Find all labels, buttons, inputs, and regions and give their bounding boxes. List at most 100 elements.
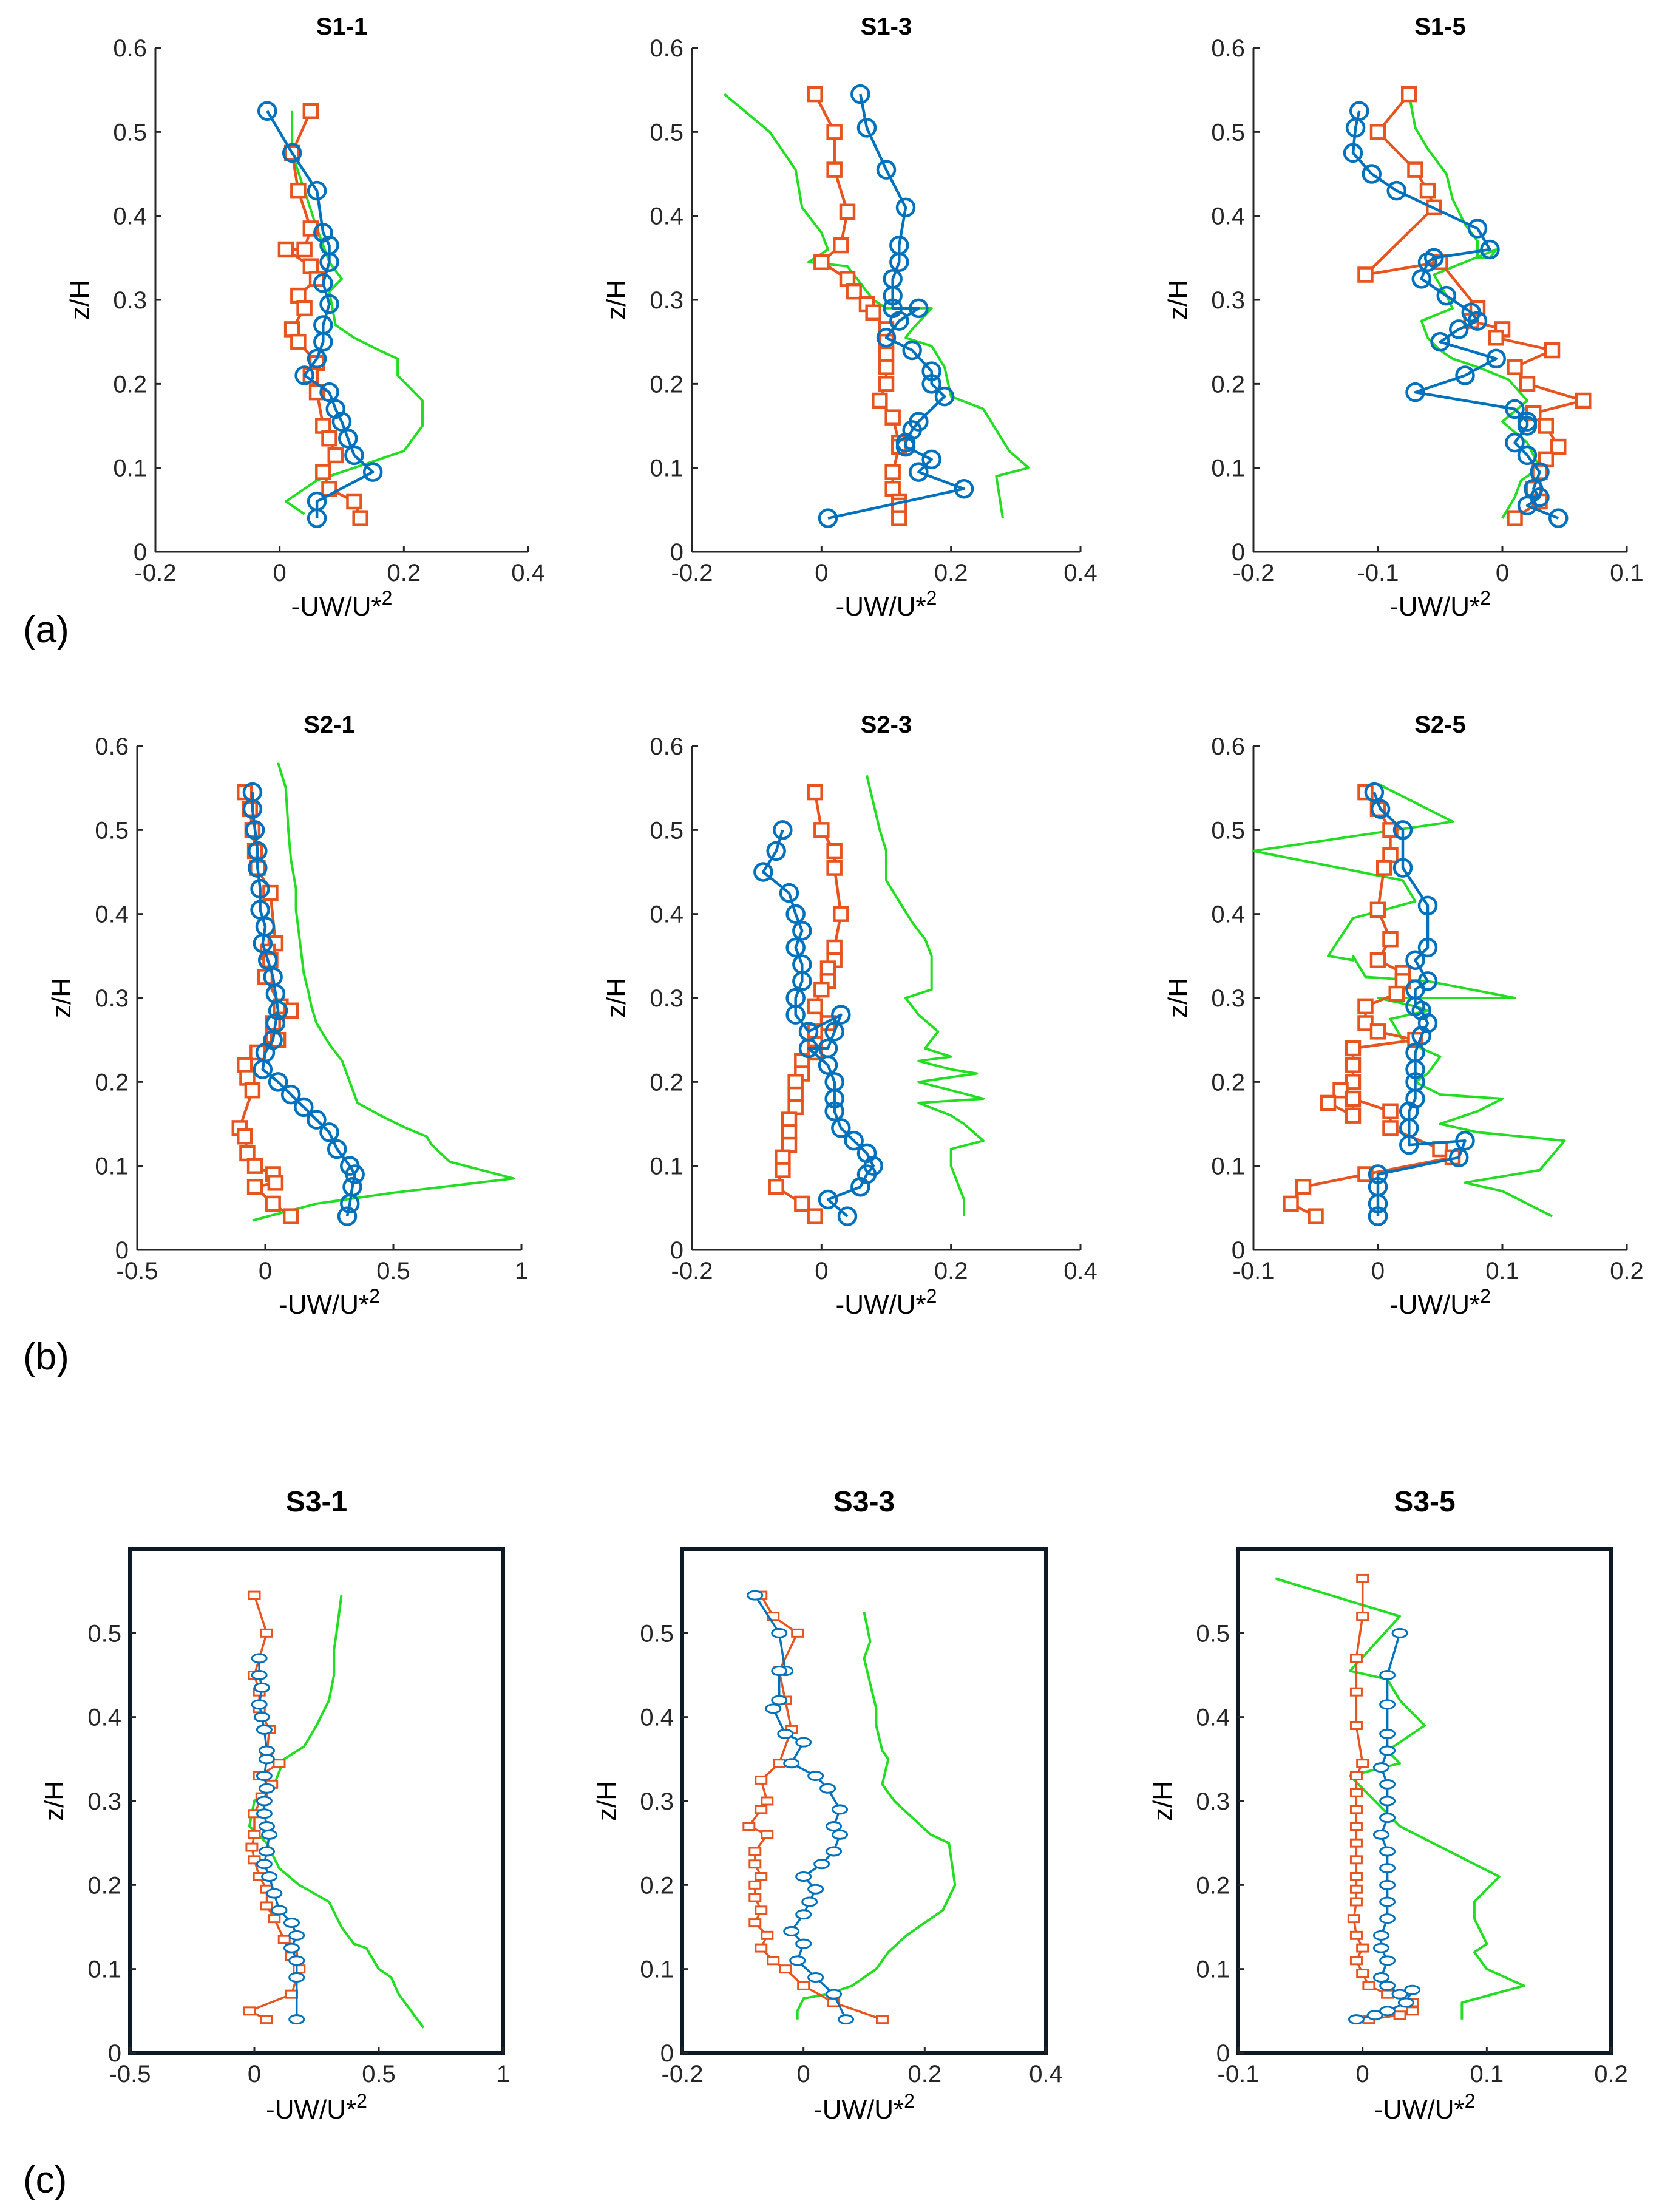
data-point: [1392, 858, 1413, 878]
y-tick-label: 0.2: [95, 1069, 129, 1096]
data-point: [826, 1846, 843, 1857]
y-axis-label: z/H: [39, 1781, 69, 1821]
y-tick-label: 0.6: [1211, 733, 1245, 760]
y-tick-label: 0.3: [1196, 1788, 1230, 1815]
data-point: [1368, 1193, 1388, 1214]
x-tick-label: 1: [497, 2061, 510, 2088]
data-point: [1455, 1130, 1475, 1151]
x-tick-label: 0.2: [934, 1258, 968, 1284]
y-tick-label: 0.5: [95, 817, 129, 844]
chart-s2-1: -0.5 0 0.5 100.10.20.30.40.50.6S2-1-UW/U*2z…: [47, 711, 528, 1320]
data-point: [824, 1088, 844, 1109]
data-point: [1488, 330, 1504, 346]
data-point: [826, 161, 843, 178]
series-green-line: [248, 1595, 425, 2029]
data-point: [1379, 1728, 1396, 1739]
data-point: [1376, 860, 1392, 876]
data-point: [761, 1830, 774, 1839]
series-line: [284, 110, 424, 515]
data-point: [765, 1703, 782, 1714]
data-point: [1343, 143, 1363, 163]
data-point: [1369, 124, 1386, 140]
data-point: [1369, 952, 1386, 968]
data-point: [277, 1935, 291, 1944]
x-axis-label: -UW/U*2: [279, 1285, 380, 1320]
x-tick-label: -0.1: [1357, 560, 1399, 586]
data-point: [1345, 1090, 1362, 1107]
data-point: [1417, 895, 1438, 916]
data-point: [1417, 937, 1438, 958]
data-point: [1349, 1838, 1363, 1848]
y-axis-label: z/H: [65, 280, 95, 320]
data-point: [766, 841, 786, 861]
data-point: [909, 462, 929, 482]
data-point: [248, 1830, 261, 1839]
data-point: [1379, 1913, 1396, 1924]
data-point: [755, 1805, 768, 1814]
x-axis-label: -UW/U*2: [291, 587, 393, 622]
data-point: [884, 409, 901, 426]
data-point: [1372, 1930, 1389, 1941]
data-point: [1357, 266, 1374, 283]
data-point: [1349, 1721, 1363, 1730]
data-point: [1369, 1023, 1386, 1040]
data-point: [755, 1775, 768, 1785]
data-point: [789, 1955, 806, 1966]
data-point: [319, 252, 339, 272]
data-point: [268, 1914, 281, 1924]
data-point: [288, 1972, 305, 1983]
y-tick-label: 0.2: [650, 371, 683, 398]
data-point: [337, 1206, 358, 1226]
data-point: [921, 361, 941, 381]
chart-title: S1-1: [316, 13, 368, 40]
data-point: [282, 1208, 299, 1224]
data-point: [1349, 1822, 1363, 1831]
series-blue-circles: [753, 820, 883, 1226]
x-tick-label: 0: [1371, 1258, 1385, 1284]
data-point: [826, 124, 843, 140]
data-point: [267, 1175, 284, 1191]
data-point: [832, 1829, 849, 1840]
data-point: [340, 1193, 360, 1214]
series-blue-circles: [1364, 782, 1475, 1226]
y-tick-label: 0.1: [95, 1153, 129, 1180]
data-point: [352, 510, 368, 526]
data-point: [1348, 2014, 1365, 2025]
data-point: [1486, 348, 1506, 369]
data-point: [767, 1956, 780, 1966]
data-point: [1349, 1687, 1363, 1697]
data-point: [818, 1055, 838, 1075]
y-tick-label: 0.3: [87, 1788, 121, 1815]
series-line: [252, 762, 515, 1222]
data-point: [293, 1964, 306, 1974]
series-orange-squares: [1283, 784, 1461, 1224]
data-point: [307, 348, 327, 369]
data-point: [1548, 508, 1569, 528]
data-point: [250, 878, 270, 899]
data-point: [875, 2015, 889, 2024]
y-tick-label: 0: [1232, 539, 1245, 566]
data-point: [1480, 239, 1500, 260]
data-point: [785, 904, 806, 924]
series-line: [748, 1595, 883, 2021]
data-point: [839, 203, 856, 220]
series-orange-squares: [1357, 86, 1592, 526]
data-point: [1386, 180, 1406, 201]
x-tick-label: 0: [815, 560, 828, 586]
y-axis-label: z/H: [1163, 280, 1193, 320]
y-tick-label: 0.5: [650, 119, 683, 146]
y-tick-label: 0.5: [1211, 119, 1245, 146]
y-axis-label: z/H: [602, 280, 631, 320]
data-point: [748, 1893, 762, 1902]
data-point: [266, 1888, 283, 1899]
data-point: [1404, 1984, 1421, 1995]
data-point: [283, 1918, 300, 1929]
data-point: [1349, 1771, 1363, 1780]
data-point: [883, 285, 903, 306]
data-point: [346, 493, 362, 510]
data-point: [244, 1082, 261, 1099]
data-point: [895, 436, 916, 457]
data-point: [294, 365, 314, 385]
data-point: [1517, 416, 1538, 436]
